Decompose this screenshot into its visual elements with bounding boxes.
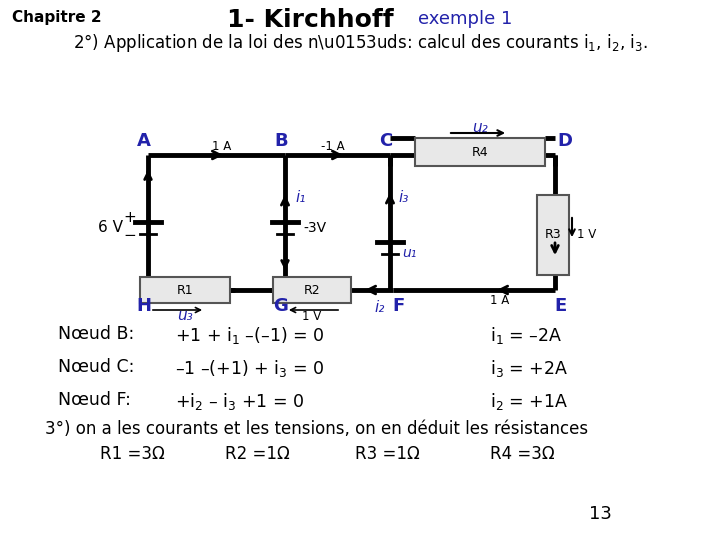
Text: i₃: i₃: [398, 191, 408, 206]
Text: E: E: [555, 297, 567, 315]
Text: u₂: u₂: [472, 120, 488, 136]
Text: 13: 13: [588, 505, 611, 523]
Text: 1 V: 1 V: [302, 309, 322, 322]
Bar: [273, 277, 351, 303]
Text: –1 –(+1) + i$_3$ = 0: –1 –(+1) + i$_3$ = 0: [175, 358, 325, 379]
Text: G: G: [274, 297, 289, 315]
Text: D: D: [557, 132, 572, 150]
Text: 3°) on a les courants et les tensions, on en déduit les résistances: 3°) on a les courants et les tensions, o…: [45, 420, 588, 438]
Text: -1 A: -1 A: [321, 140, 345, 153]
Text: +i$_2$ – i$_3$ +1 = 0: +i$_2$ – i$_3$ +1 = 0: [175, 391, 305, 412]
Bar: [537, 195, 569, 275]
Text: 2°) Application de la loi des n\u0153uds: calcul des courants i$_1$, i$_2$, i$_3: 2°) Application de la loi des n\u0153uds…: [73, 32, 647, 54]
Text: C: C: [379, 132, 392, 150]
Text: 6 V: 6 V: [97, 220, 122, 235]
Text: R4 =3Ω: R4 =3Ω: [490, 445, 554, 463]
Text: A: A: [137, 132, 151, 150]
Text: 1 A: 1 A: [212, 140, 232, 153]
Text: 1 A: 1 A: [490, 294, 510, 307]
Text: i$_3$ = +2A: i$_3$ = +2A: [490, 358, 568, 379]
Text: Nœud C:: Nœud C:: [58, 358, 135, 376]
Text: R3 =1Ω: R3 =1Ω: [355, 445, 420, 463]
Text: +: +: [124, 211, 136, 226]
Text: −: −: [124, 228, 136, 244]
Text: u₃: u₃: [177, 308, 193, 323]
Text: R2 =1Ω: R2 =1Ω: [225, 445, 289, 463]
Text: exemple 1: exemple 1: [418, 10, 513, 28]
Text: 1- Kirchhoff: 1- Kirchhoff: [227, 8, 393, 32]
Text: R1: R1: [176, 284, 193, 296]
Text: u₁: u₁: [402, 246, 416, 260]
Text: Nœud F:: Nœud F:: [58, 391, 131, 409]
Text: B: B: [274, 132, 288, 150]
Text: R1 =3Ω: R1 =3Ω: [100, 445, 165, 463]
Text: -3V: -3V: [303, 221, 326, 235]
Text: i$_2$ = +1A: i$_2$ = +1A: [490, 391, 568, 412]
Text: H: H: [137, 297, 151, 315]
Text: F: F: [393, 297, 405, 315]
Bar: [415, 138, 545, 166]
Text: Nœud B:: Nœud B:: [58, 325, 134, 343]
Text: R3: R3: [545, 228, 562, 241]
Text: R2: R2: [304, 284, 320, 296]
Text: 1 V: 1 V: [577, 228, 596, 241]
Text: i₂: i₂: [374, 300, 385, 314]
Text: R4: R4: [472, 145, 488, 159]
Text: i₁: i₁: [295, 191, 305, 206]
Bar: [140, 277, 230, 303]
Text: Chapitre 2: Chapitre 2: [12, 10, 102, 25]
Text: +1 + i$_1$ –(–1) = 0: +1 + i$_1$ –(–1) = 0: [175, 325, 325, 346]
Text: i$_1$ = –2A: i$_1$ = –2A: [490, 325, 562, 346]
